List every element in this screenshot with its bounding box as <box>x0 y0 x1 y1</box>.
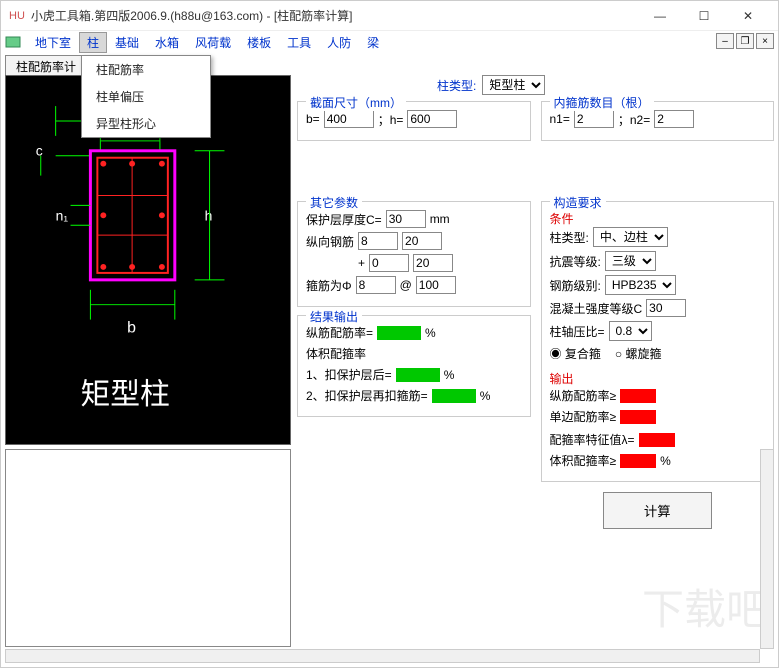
output-legend: 输出 <box>550 370 766 387</box>
rebar-select[interactable]: HPB235 <box>605 275 676 295</box>
conc-label: 混凝土强度等级C <box>550 300 643 317</box>
dropdown-item-irregular[interactable]: 异型柱形心 <box>82 110 210 137</box>
o1-value <box>620 389 656 403</box>
axial-label: 柱轴压比= <box>550 323 605 340</box>
menu-wind[interactable]: 风荷载 <box>187 32 239 53</box>
conditions-legend: 条件 <box>550 210 766 227</box>
construct-legend: 构造要求 <box>550 194 606 211</box>
o4-label: 体积配箍率≥ <box>550 452 617 469</box>
axial-select[interactable]: 0.8 <box>609 321 652 341</box>
o3-value <box>639 433 675 447</box>
output-pane <box>5 449 291 647</box>
long-a-input[interactable] <box>358 232 398 250</box>
r3-label: 1、扣保护层后= <box>306 366 392 383</box>
r4-value <box>432 389 476 403</box>
b-label: b= <box>306 112 320 126</box>
column-dropdown: 柱配筋率 柱单偏压 异型柱形心 <box>81 55 211 138</box>
n2-input[interactable] <box>654 110 694 128</box>
r3-value <box>396 368 440 382</box>
plus-a-input[interactable] <box>369 254 409 272</box>
menu-column[interactable]: 柱 <box>79 32 107 53</box>
construction-group: 构造要求 条件 柱类型:中、边柱 抗震等级:三级 钢筋级别:HPB235 混凝土… <box>541 201 775 482</box>
stirrup-label: 箍筋为Φ <box>306 277 352 294</box>
seismic-label: 抗震等级: <box>550 253 601 270</box>
svg-text:n₁: n₁ <box>56 207 69 223</box>
mdi-restore-icon[interactable]: ❐ <box>736 33 754 49</box>
dropdown-item-ratio[interactable]: 柱配筋率 <box>82 56 210 83</box>
plus-b-input[interactable] <box>413 254 453 272</box>
r1-label: 纵筋配筋率= <box>306 324 373 341</box>
at-label: @ <box>400 278 412 292</box>
dropdown-item-eccentric[interactable]: 柱单偏压 <box>82 83 210 110</box>
coltype-label: 柱类型: <box>550 229 589 246</box>
cover-label: 保护层厚度C= <box>306 211 382 228</box>
n2-label: ；n2= <box>618 111 650 128</box>
calculate-button[interactable]: 计算 <box>603 492 712 529</box>
app-icon <box>5 34 21 50</box>
rebar-label: 钢筋级别: <box>550 277 601 294</box>
stirrup-count-legend: 内箍筋数目（根） <box>550 94 654 111</box>
o3-label: 配箍率特征值λ= <box>550 431 635 448</box>
menu-tools[interactable]: 工具 <box>279 32 319 53</box>
stirrup-count-group: 内箍筋数目（根） n1= ；n2= <box>541 101 775 141</box>
opt1-radio[interactable]: ◉ 复合箍 <box>550 345 601 362</box>
h-input[interactable] <box>407 110 457 128</box>
menu-beam[interactable]: 梁 <box>359 32 387 53</box>
section-legend: 截面尺寸（mm） <box>306 94 406 111</box>
stirrup-s-input[interactable] <box>416 276 456 294</box>
close-button[interactable]: ✕ <box>726 2 770 30</box>
section-size-group: 截面尺寸（mm） b= ；h= <box>297 101 531 141</box>
minimize-button[interactable]: — <box>638 2 682 30</box>
coltype-select[interactable]: 中、边柱 <box>593 227 668 247</box>
mdi-min-icon[interactable]: – <box>716 33 734 49</box>
menu-basement[interactable]: 地下室 <box>27 32 79 53</box>
app-prefix: HU <box>9 10 25 22</box>
result-group: 结果输出 纵筋配筋率=% 体积配箍率 1、扣保护层后=% 2、扣保护层再扣箍筋=… <box>297 315 531 417</box>
column-type-label: 柱类型: <box>437 77 476 94</box>
n1-label: n1= <box>550 112 570 126</box>
svg-text:c: c <box>36 143 43 159</box>
svg-text:h: h <box>205 207 213 223</box>
v-scrollbar[interactable] <box>760 449 774 649</box>
stirrup-d-input[interactable] <box>356 276 396 294</box>
plus-label: + <box>358 256 365 270</box>
other-legend: 其它参数 <box>306 194 362 211</box>
o4-value <box>620 454 656 468</box>
cover-unit: mm <box>430 212 450 226</box>
opt2-radio[interactable]: ○ 螺旋箍 <box>615 345 662 362</box>
n1-input[interactable] <box>574 110 614 128</box>
preview-label: 矩型柱 <box>80 378 169 411</box>
mdi-close-icon[interactable]: × <box>756 33 774 49</box>
menu-tank[interactable]: 水箱 <box>147 32 187 53</box>
h-scrollbar[interactable] <box>5 649 760 663</box>
o2-label: 单边配筋率≥ <box>550 408 617 425</box>
o1-label: 纵筋配筋率≥ <box>550 387 617 404</box>
long-label: 纵向钢筋 <box>306 233 354 250</box>
r2-label: 体积配箍率 <box>306 345 366 362</box>
long-b-input[interactable] <box>402 232 442 250</box>
maximize-button[interactable]: ☐ <box>682 2 726 30</box>
result-legend: 结果输出 <box>306 308 362 325</box>
svg-text:b: b <box>127 319 136 336</box>
menu-slab[interactable]: 楼板 <box>239 32 279 53</box>
h-label: ；h= <box>378 111 404 128</box>
menu-defense[interactable]: 人防 <box>319 32 359 53</box>
b-input[interactable] <box>324 110 374 128</box>
r4-label: 2、扣保护层再扣箍筋= <box>306 387 428 404</box>
o2-value <box>620 410 656 424</box>
other-params-group: 其它参数 保护层厚度C=mm 纵向钢筋 + 箍筋为Φ@ <box>297 201 531 307</box>
cover-input[interactable] <box>386 210 426 228</box>
r1-value <box>377 326 421 340</box>
conc-input[interactable] <box>646 299 686 317</box>
menubar: 地下室 柱 基础 水箱 风荷载 楼板 工具 人防 梁 – ❐ × <box>1 31 778 53</box>
seismic-select[interactable]: 三级 <box>605 251 656 271</box>
menu-foundation[interactable]: 基础 <box>107 32 147 53</box>
column-type-select[interactable]: 矩型柱 <box>482 75 545 95</box>
window-title: 小虎工具箱.第四版2006.9.(h88u@163.com) - [柱配筋率计算… <box>31 7 638 24</box>
